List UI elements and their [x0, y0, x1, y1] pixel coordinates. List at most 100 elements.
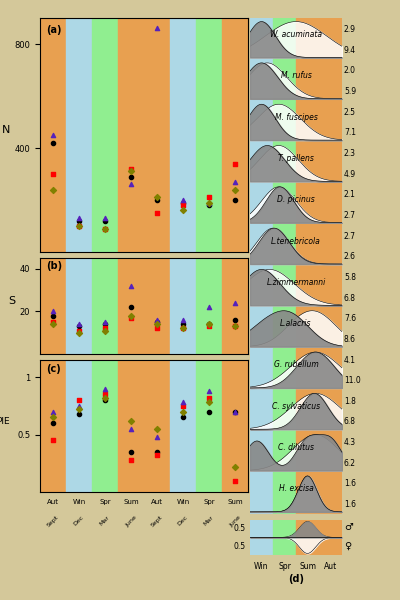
Text: 9.4: 9.4 — [344, 46, 356, 55]
Point — [154, 424, 160, 434]
Bar — [40, 258, 66, 354]
Bar — [250, 431, 273, 472]
Text: (c): (c) — [46, 364, 61, 374]
Point — [206, 319, 212, 329]
Bar — [296, 390, 319, 431]
Text: 2.0: 2.0 — [344, 67, 356, 76]
Point — [102, 384, 108, 394]
Point — [50, 413, 56, 422]
Point — [76, 409, 82, 419]
Point — [50, 130, 56, 140]
Bar — [273, 266, 296, 307]
Point — [76, 322, 82, 331]
Point — [128, 164, 134, 173]
Point — [180, 323, 186, 333]
Point — [206, 198, 212, 208]
Point — [232, 476, 238, 485]
Text: 4.1: 4.1 — [344, 356, 356, 365]
Point — [154, 23, 160, 33]
Point — [76, 401, 82, 411]
Text: D. picinus: D. picinus — [277, 195, 315, 204]
Point — [206, 393, 212, 403]
Text: L.tenebricola: L.tenebricola — [271, 236, 321, 245]
Bar — [319, 18, 342, 59]
Bar — [273, 472, 296, 514]
Point — [102, 323, 108, 333]
Point — [76, 216, 82, 226]
Point — [232, 298, 238, 308]
Bar — [296, 142, 319, 183]
Point — [232, 322, 238, 331]
Text: Dec: Dec — [177, 515, 189, 527]
Point — [232, 407, 238, 416]
Point — [180, 407, 186, 416]
Bar — [66, 360, 92, 492]
Bar — [273, 349, 296, 390]
Bar — [273, 520, 296, 555]
Text: 7.1: 7.1 — [344, 128, 356, 137]
Bar — [170, 258, 196, 354]
Bar — [118, 258, 144, 354]
Point — [154, 319, 160, 329]
Point — [76, 404, 82, 414]
Text: 0.5: 0.5 — [234, 524, 246, 533]
Text: ♂: ♂ — [344, 522, 353, 532]
Bar — [144, 18, 170, 252]
Point — [50, 436, 56, 445]
Bar — [196, 18, 222, 252]
Text: C. sylvaticus: C. sylvaticus — [272, 402, 320, 411]
Point — [76, 395, 82, 405]
Text: Spr: Spr — [278, 562, 291, 571]
Point — [50, 185, 56, 194]
Point — [76, 319, 82, 329]
Y-axis label: N: N — [2, 125, 10, 135]
Bar — [170, 18, 196, 252]
Bar — [144, 258, 170, 354]
Point — [76, 328, 82, 337]
Bar — [250, 520, 273, 555]
Bar — [296, 266, 319, 307]
Point — [50, 317, 56, 327]
Text: 5.9: 5.9 — [344, 87, 356, 96]
Bar — [92, 18, 118, 252]
Point — [102, 395, 108, 405]
Point — [50, 307, 56, 316]
Bar — [319, 472, 342, 514]
Point — [206, 407, 212, 416]
Point — [76, 221, 82, 231]
Bar — [222, 18, 248, 252]
Point — [180, 398, 186, 407]
Text: Mar: Mar — [99, 515, 111, 527]
Point — [128, 416, 134, 425]
Text: Dec: Dec — [73, 515, 85, 527]
Point — [50, 407, 56, 416]
Text: 2.7: 2.7 — [344, 211, 356, 220]
Point — [154, 447, 160, 457]
Point — [232, 315, 238, 325]
Y-axis label: S: S — [8, 296, 15, 306]
Bar — [66, 258, 92, 354]
Bar — [319, 183, 342, 224]
Point — [50, 319, 56, 329]
Text: L.zimmermanni: L.zimmermanni — [266, 278, 326, 287]
Text: (a): (a) — [46, 25, 62, 35]
Point — [180, 315, 186, 325]
Text: 8.6: 8.6 — [344, 335, 356, 344]
Point — [206, 398, 212, 407]
Text: 6.2: 6.2 — [344, 459, 356, 468]
Text: C. dilutus: C. dilutus — [278, 443, 314, 452]
Text: 1.8: 1.8 — [344, 397, 356, 406]
Bar — [250, 183, 273, 224]
Bar — [273, 431, 296, 472]
Point — [232, 177, 238, 187]
Text: (b): (b) — [46, 261, 62, 271]
Point — [206, 319, 212, 329]
Point — [128, 281, 134, 290]
Point — [154, 432, 160, 442]
Text: 2.1: 2.1 — [344, 190, 356, 199]
Bar — [250, 18, 273, 59]
Point — [128, 311, 134, 320]
Text: T. pallens: T. pallens — [278, 154, 314, 163]
Bar — [250, 142, 273, 183]
Bar — [296, 431, 319, 472]
